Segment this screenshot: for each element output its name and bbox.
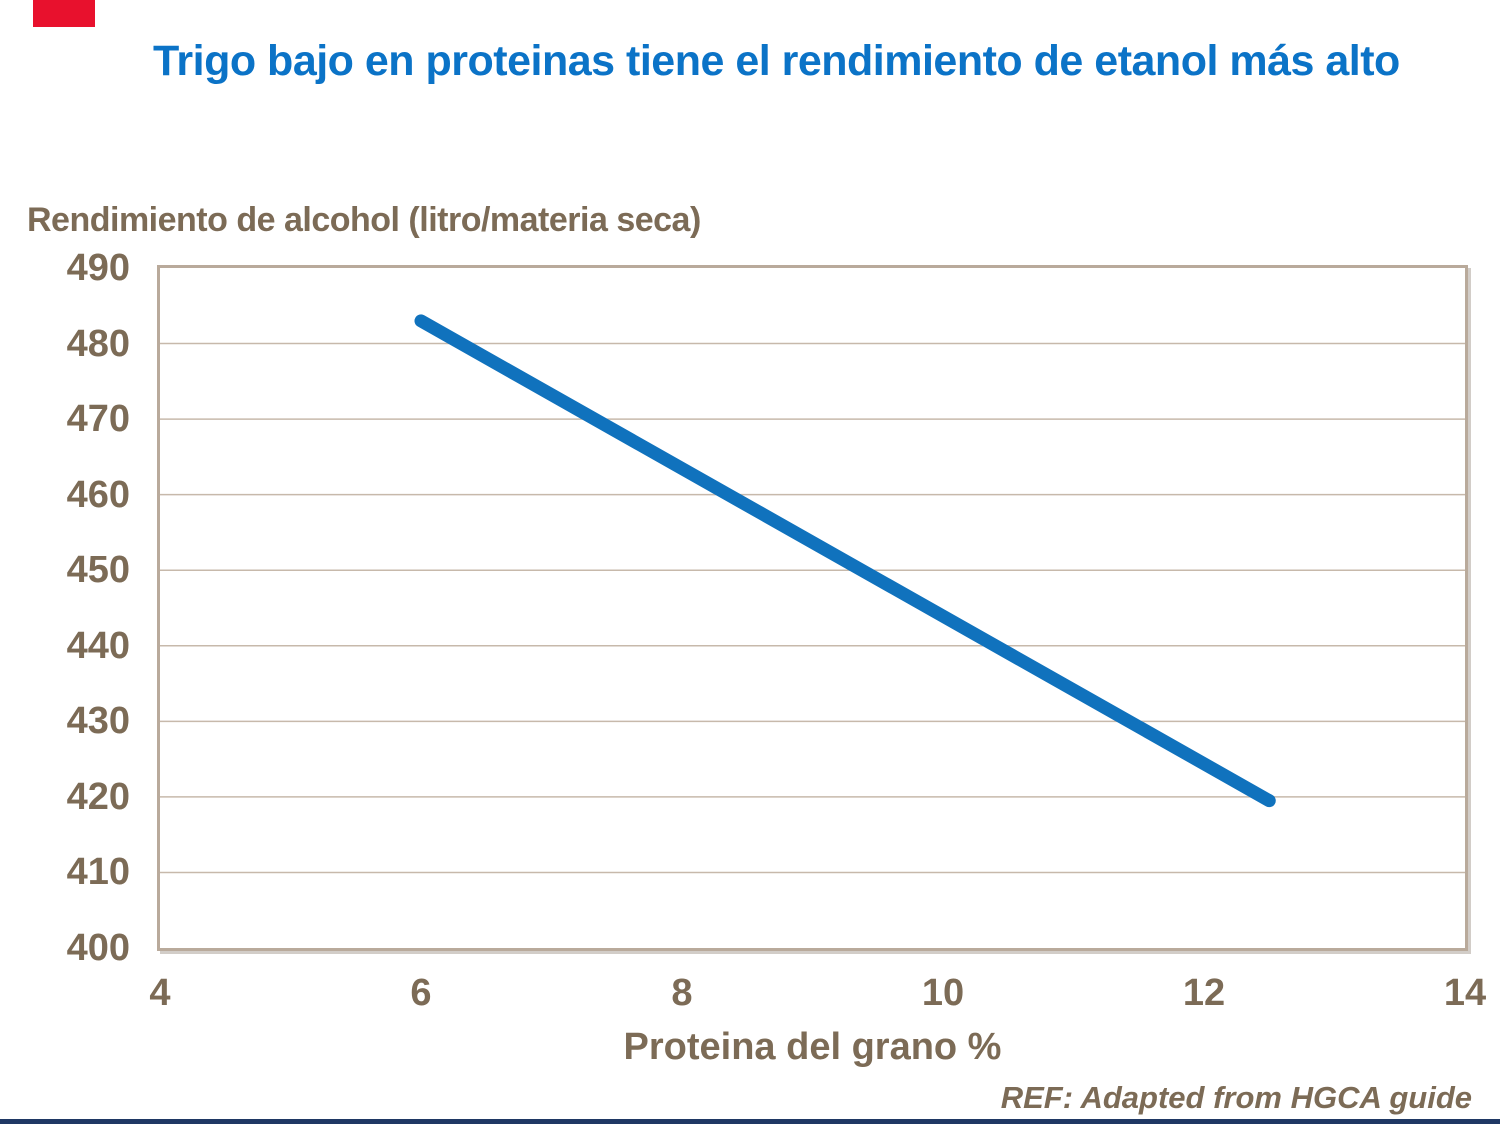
y-axis-title: Rendimiento de alcohol (litro/materia se…	[27, 201, 701, 239]
bottom-navy-accent-bar	[0, 1119, 1500, 1124]
plot-area	[157, 265, 1468, 951]
x-tick-label: 12	[1182, 972, 1226, 1014]
data-line-rendimiento-etanol	[414, 314, 1276, 808]
y-tick-label: 450	[66, 549, 130, 592]
x-tick-label: 4	[149, 972, 171, 1014]
x-tick-label: 6	[410, 972, 432, 1014]
x-tick-label: 14	[1443, 972, 1487, 1014]
y-tick-label: 440	[66, 624, 130, 667]
y-tick-label: 400	[66, 927, 130, 969]
x-tick-label: 8	[671, 972, 693, 1014]
x-tick-label: 10	[921, 972, 965, 1014]
y-tick-label: 420	[66, 775, 130, 818]
y-tick-label: 480	[66, 322, 130, 365]
y-tick-label: 490	[66, 247, 130, 289]
y-tick-label: 460	[66, 473, 130, 516]
slide-title: Trigo bajo en proteinas tiene el rendimi…	[153, 37, 1400, 85]
y-tick-label: 430	[66, 700, 130, 743]
y-tick-label: 470	[66, 398, 130, 441]
y-tick-label: 410	[66, 851, 130, 894]
top-left-red-accent-bar	[33, 0, 95, 27]
x-axis-title: Proteina del grano %	[623, 1026, 1002, 1068]
reference-note: REF: Adapted from HGCA guide	[1000, 1080, 1472, 1115]
line-chart	[160, 314, 1465, 874]
